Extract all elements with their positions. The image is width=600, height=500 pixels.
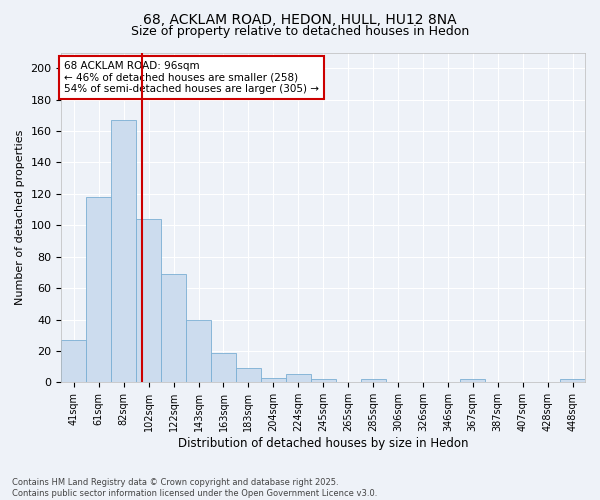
Bar xyxy=(560,379,585,382)
Text: Size of property relative to detached houses in Hedon: Size of property relative to detached ho… xyxy=(131,25,469,38)
Bar xyxy=(86,197,111,382)
Text: 68 ACKLAM ROAD: 96sqm
← 46% of detached houses are smaller (258)
54% of semi-det: 68 ACKLAM ROAD: 96sqm ← 46% of detached … xyxy=(64,60,319,94)
Bar xyxy=(286,374,311,382)
Bar xyxy=(460,379,485,382)
Bar xyxy=(261,378,286,382)
Bar xyxy=(236,368,261,382)
Bar xyxy=(186,320,211,382)
Bar xyxy=(136,219,161,382)
Bar xyxy=(361,379,386,382)
X-axis label: Distribution of detached houses by size in Hedon: Distribution of detached houses by size … xyxy=(178,437,469,450)
Bar xyxy=(311,379,335,382)
Text: 68, ACKLAM ROAD, HEDON, HULL, HU12 8NA: 68, ACKLAM ROAD, HEDON, HULL, HU12 8NA xyxy=(143,12,457,26)
Bar xyxy=(211,352,236,382)
Y-axis label: Number of detached properties: Number of detached properties xyxy=(15,130,25,305)
Bar xyxy=(61,340,86,382)
Bar xyxy=(111,120,136,382)
Bar xyxy=(161,274,186,382)
Text: Contains HM Land Registry data © Crown copyright and database right 2025.
Contai: Contains HM Land Registry data © Crown c… xyxy=(12,478,377,498)
